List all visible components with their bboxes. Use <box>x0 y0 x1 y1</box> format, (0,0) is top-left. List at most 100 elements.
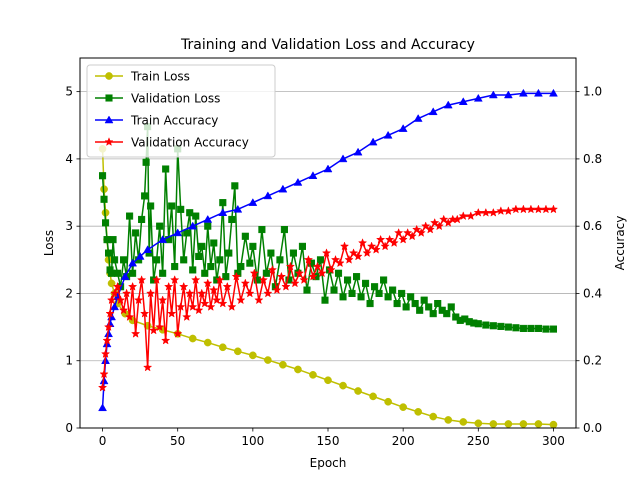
point-validation-accuracy-100 <box>488 207 498 217</box>
point-validation-accuracy-76 <box>366 241 377 251</box>
x-tick-label-5: 250 <box>467 434 490 448</box>
point-validation-loss-112 <box>527 324 535 332</box>
point-validation-accuracy-101 <box>496 206 506 216</box>
point-validation-accuracy-83 <box>398 234 408 244</box>
point-validation-loss-48 <box>225 249 233 257</box>
point-validation-loss-49 <box>228 215 236 224</box>
point-validation-loss-109 <box>504 323 512 331</box>
point-train-loss-34 <box>489 420 498 428</box>
point-validation-accuracy-68 <box>330 254 341 264</box>
point-validation-loss-33 <box>180 256 188 264</box>
point-validation-loss-73 <box>330 286 338 294</box>
point-validation-loss-8 <box>111 256 119 264</box>
point-validation-accuracy-56 <box>276 271 287 281</box>
point-validation-loss-98 <box>443 310 451 318</box>
point-validation-accuracy-38 <box>203 278 213 288</box>
point-validation-accuracy-92 <box>439 214 449 224</box>
point-validation-accuracy-54 <box>267 265 278 274</box>
point-validation-loss-90 <box>407 293 415 301</box>
point-validation-accuracy-87 <box>416 228 426 237</box>
legend-marker-train-loss <box>105 72 113 80</box>
point-train-accuracy-27 <box>368 137 378 146</box>
point-train-loss-36 <box>519 420 528 428</box>
point-validation-loss-54 <box>246 259 254 267</box>
point-validation-loss-85 <box>384 293 392 301</box>
point-validation-accuracy-53 <box>263 288 273 298</box>
point-train-accuracy-16 <box>203 214 213 223</box>
y-right-tick-label-1: 0.2 <box>583 354 602 368</box>
point-validation-loss-35 <box>186 209 194 217</box>
point-validation-loss-32 <box>177 205 185 213</box>
point-train-loss-15 <box>203 338 212 347</box>
y-right-tick-label-5: 1.0 <box>583 85 602 99</box>
point-validation-loss-61 <box>276 256 284 264</box>
point-validation-accuracy-85 <box>407 231 417 241</box>
point-validation-loss-37 <box>192 212 200 220</box>
legend-label-validation-loss: Validation Loss <box>131 92 220 106</box>
point-validation-accuracy-34 <box>191 275 201 284</box>
point-train-accuracy-38 <box>533 88 543 97</box>
point-validation-accuracy-73 <box>353 251 363 261</box>
point-validation-accuracy-44 <box>222 281 232 291</box>
point-train-accuracy-20 <box>263 191 273 200</box>
point-train-loss-32 <box>459 418 468 426</box>
point-validation-accuracy-21 <box>152 275 162 284</box>
point-validation-accuracy-104 <box>518 204 529 214</box>
point-validation-loss-66 <box>298 242 306 250</box>
point-train-accuracy-29 <box>398 124 408 132</box>
point-validation-accuracy-42 <box>215 275 225 284</box>
point-validation-accuracy-11 <box>121 288 132 298</box>
point-validation-loss-106 <box>482 321 490 329</box>
x-tick-label-4: 200 <box>392 434 415 448</box>
point-train-accuracy-32 <box>443 100 453 109</box>
y-left-tick-label-1: 1 <box>65 354 73 368</box>
point-validation-accuracy-45 <box>227 302 237 311</box>
point-validation-loss-105 <box>474 320 482 328</box>
point-validation-loss-9 <box>114 269 122 277</box>
point-validation-accuracy-7 <box>109 288 120 298</box>
point-train-loss-26 <box>369 392 377 401</box>
point-validation-accuracy-97 <box>466 211 476 221</box>
point-train-accuracy-36 <box>503 90 513 99</box>
point-validation-accuracy-26 <box>167 308 177 318</box>
point-validation-loss-87 <box>393 299 401 308</box>
legend-marker-train-accuracy <box>104 115 114 124</box>
point-validation-accuracy-67 <box>326 265 336 274</box>
point-validation-accuracy-31 <box>182 312 192 321</box>
point-validation-accuracy-50 <box>249 268 260 278</box>
point-train-accuracy-25 <box>338 154 348 163</box>
y-left-tick-label-4: 4 <box>65 152 73 166</box>
point-validation-accuracy-17 <box>139 308 150 318</box>
legend-label-validation-accuracy: Validation Accuracy <box>131 136 249 150</box>
point-train-accuracy-18 <box>233 204 243 213</box>
point-validation-loss-27 <box>162 165 170 173</box>
point-validation-accuracy-35 <box>194 305 204 315</box>
x-axis-title: Epoch <box>310 456 347 470</box>
point-validation-loss-53 <box>241 232 249 240</box>
legend-label-train-accuracy: Train Accuracy <box>130 114 218 128</box>
point-validation-loss-71 <box>321 296 329 304</box>
point-validation-accuracy-48 <box>240 278 250 288</box>
point-validation-accuracy-58 <box>285 261 296 271</box>
point-train-accuracy-34 <box>473 93 483 102</box>
point-validation-accuracy-66 <box>321 248 332 258</box>
point-validation-accuracy-20 <box>148 325 159 335</box>
point-validation-accuracy-103 <box>511 204 521 214</box>
point-validation-accuracy-18 <box>142 362 153 372</box>
point-validation-loss-24 <box>153 256 161 264</box>
point-train-accuracy-11 <box>135 251 145 260</box>
point-validation-accuracy-51 <box>254 295 264 305</box>
point-validation-loss-86 <box>389 286 397 294</box>
x-tick-label-1: 50 <box>170 434 185 448</box>
point-validation-loss-42 <box>207 262 215 271</box>
point-validation-accuracy-80 <box>384 234 395 244</box>
point-validation-accuracy-52 <box>258 275 269 284</box>
y-left-tick-label-2: 2 <box>65 286 73 300</box>
point-validation-loss-46 <box>219 199 227 207</box>
point-validation-loss-11 <box>120 256 128 264</box>
x-tick-label-0: 0 <box>99 434 107 448</box>
plot-series <box>97 88 559 429</box>
legend-marker-validation-accuracy <box>104 137 114 146</box>
point-train-loss-31 <box>444 416 453 424</box>
point-validation-loss-107 <box>489 322 497 330</box>
